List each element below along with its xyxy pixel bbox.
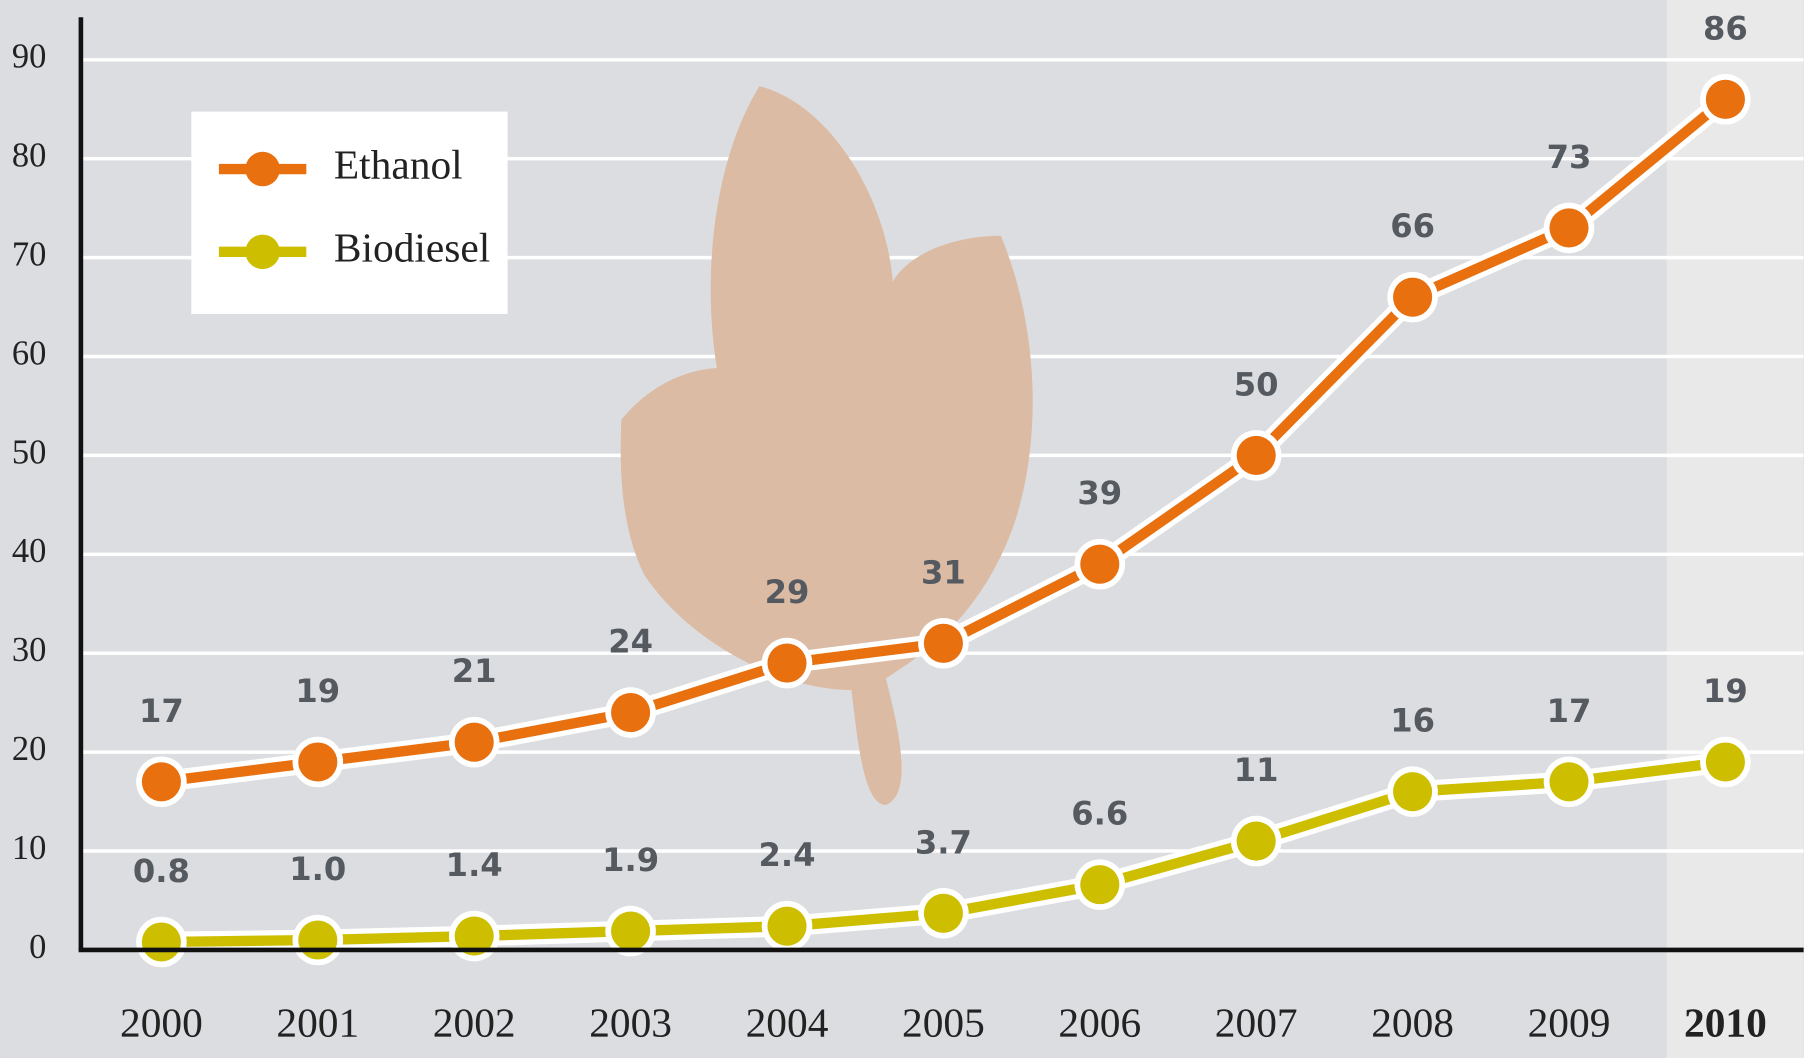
legend-marker <box>245 151 280 187</box>
marker <box>298 742 338 782</box>
point <box>1230 815 1282 867</box>
point <box>918 888 969 939</box>
x-tick-label: 2002 <box>433 999 516 1045</box>
data-label: 11 <box>1234 751 1279 789</box>
point <box>1543 756 1595 808</box>
point <box>448 910 500 962</box>
marker <box>141 922 181 962</box>
marker <box>611 911 651 951</box>
marker <box>1705 742 1745 782</box>
x-tick-label: 2008 <box>1371 999 1454 1045</box>
data-label: 1.0 <box>289 850 346 888</box>
marker <box>141 762 181 802</box>
data-label: 73 <box>1547 138 1592 176</box>
point <box>605 687 656 738</box>
data-label: 0.8 <box>133 852 190 890</box>
marker <box>1393 277 1433 317</box>
marker <box>923 623 963 663</box>
point <box>1387 766 1438 817</box>
data-label: 66 <box>1390 207 1435 245</box>
data-label: 29 <box>765 573 810 611</box>
data-label: 1.4 <box>446 846 503 884</box>
x-tick-label: 2004 <box>746 999 829 1045</box>
x-tick-label: 2003 <box>589 999 672 1045</box>
y-tick-label: 40 <box>12 532 47 570</box>
point <box>918 618 969 669</box>
marker <box>1080 544 1120 584</box>
point <box>292 736 344 788</box>
marker <box>1705 79 1745 119</box>
x-tick-label: 2001 <box>276 999 359 1045</box>
data-label: 31 <box>921 553 966 591</box>
data-label: 2.4 <box>758 836 815 874</box>
legend-label: Biodiesel <box>334 224 490 270</box>
data-label: 17 <box>1547 692 1592 730</box>
x-tick-label: 2005 <box>902 999 985 1045</box>
data-label: 19 <box>295 672 340 710</box>
marker <box>1080 865 1120 905</box>
marker <box>923 893 963 933</box>
point <box>1074 859 1126 910</box>
data-label: 39 <box>1077 474 1122 512</box>
marker <box>1393 772 1433 812</box>
marker <box>454 722 494 762</box>
legend <box>191 111 508 314</box>
y-tick-label: 10 <box>12 829 47 867</box>
legend-marker <box>245 234 280 270</box>
data-label: 21 <box>452 652 497 690</box>
point <box>1700 74 1751 125</box>
marker <box>1236 435 1276 475</box>
marker <box>767 906 807 946</box>
point <box>1700 736 1751 788</box>
point <box>292 914 344 966</box>
point <box>1387 271 1438 323</box>
y-tick-label: 70 <box>12 236 47 274</box>
point <box>1230 430 1282 481</box>
y-tick-label: 30 <box>12 631 47 669</box>
y-tick-label: 60 <box>12 334 47 372</box>
point <box>605 905 656 957</box>
data-label: 16 <box>1390 702 1435 740</box>
x-tick-label: 2006 <box>1058 999 1141 1045</box>
point <box>136 756 187 808</box>
marker <box>454 916 494 956</box>
point <box>1074 538 1126 590</box>
point <box>136 916 187 968</box>
point <box>761 637 813 689</box>
marker <box>767 643 807 683</box>
marker <box>1549 762 1589 802</box>
data-label: 1.9 <box>602 841 659 879</box>
data-label: 19 <box>1703 672 1748 710</box>
x-tick-label: 2000 <box>120 999 203 1045</box>
data-label: 50 <box>1234 365 1279 403</box>
marker <box>1549 208 1589 248</box>
marker <box>1236 821 1276 861</box>
y-tick-label: 50 <box>12 433 47 471</box>
data-label: 17 <box>139 692 184 730</box>
point <box>448 716 500 768</box>
y-tick-label: 80 <box>12 137 47 175</box>
x-tick-label: 2010 <box>1684 999 1767 1045</box>
x-tick-label: 2007 <box>1215 999 1298 1045</box>
marker <box>298 920 338 960</box>
legend-label: Ethanol <box>334 142 463 188</box>
data-label: 86 <box>1703 9 1748 47</box>
highlight-band <box>1666 0 1804 1058</box>
y-tick-label: 90 <box>12 38 47 76</box>
y-tick-label: 0 <box>29 928 46 966</box>
x-tick-label: 2009 <box>1528 999 1611 1045</box>
marker <box>611 692 651 733</box>
data-label: 24 <box>608 623 653 661</box>
point <box>1543 202 1595 254</box>
data-label: 6.6 <box>1071 795 1128 833</box>
data-label: 3.7 <box>915 823 972 861</box>
point <box>761 900 813 952</box>
y-tick-label: 20 <box>12 730 47 768</box>
